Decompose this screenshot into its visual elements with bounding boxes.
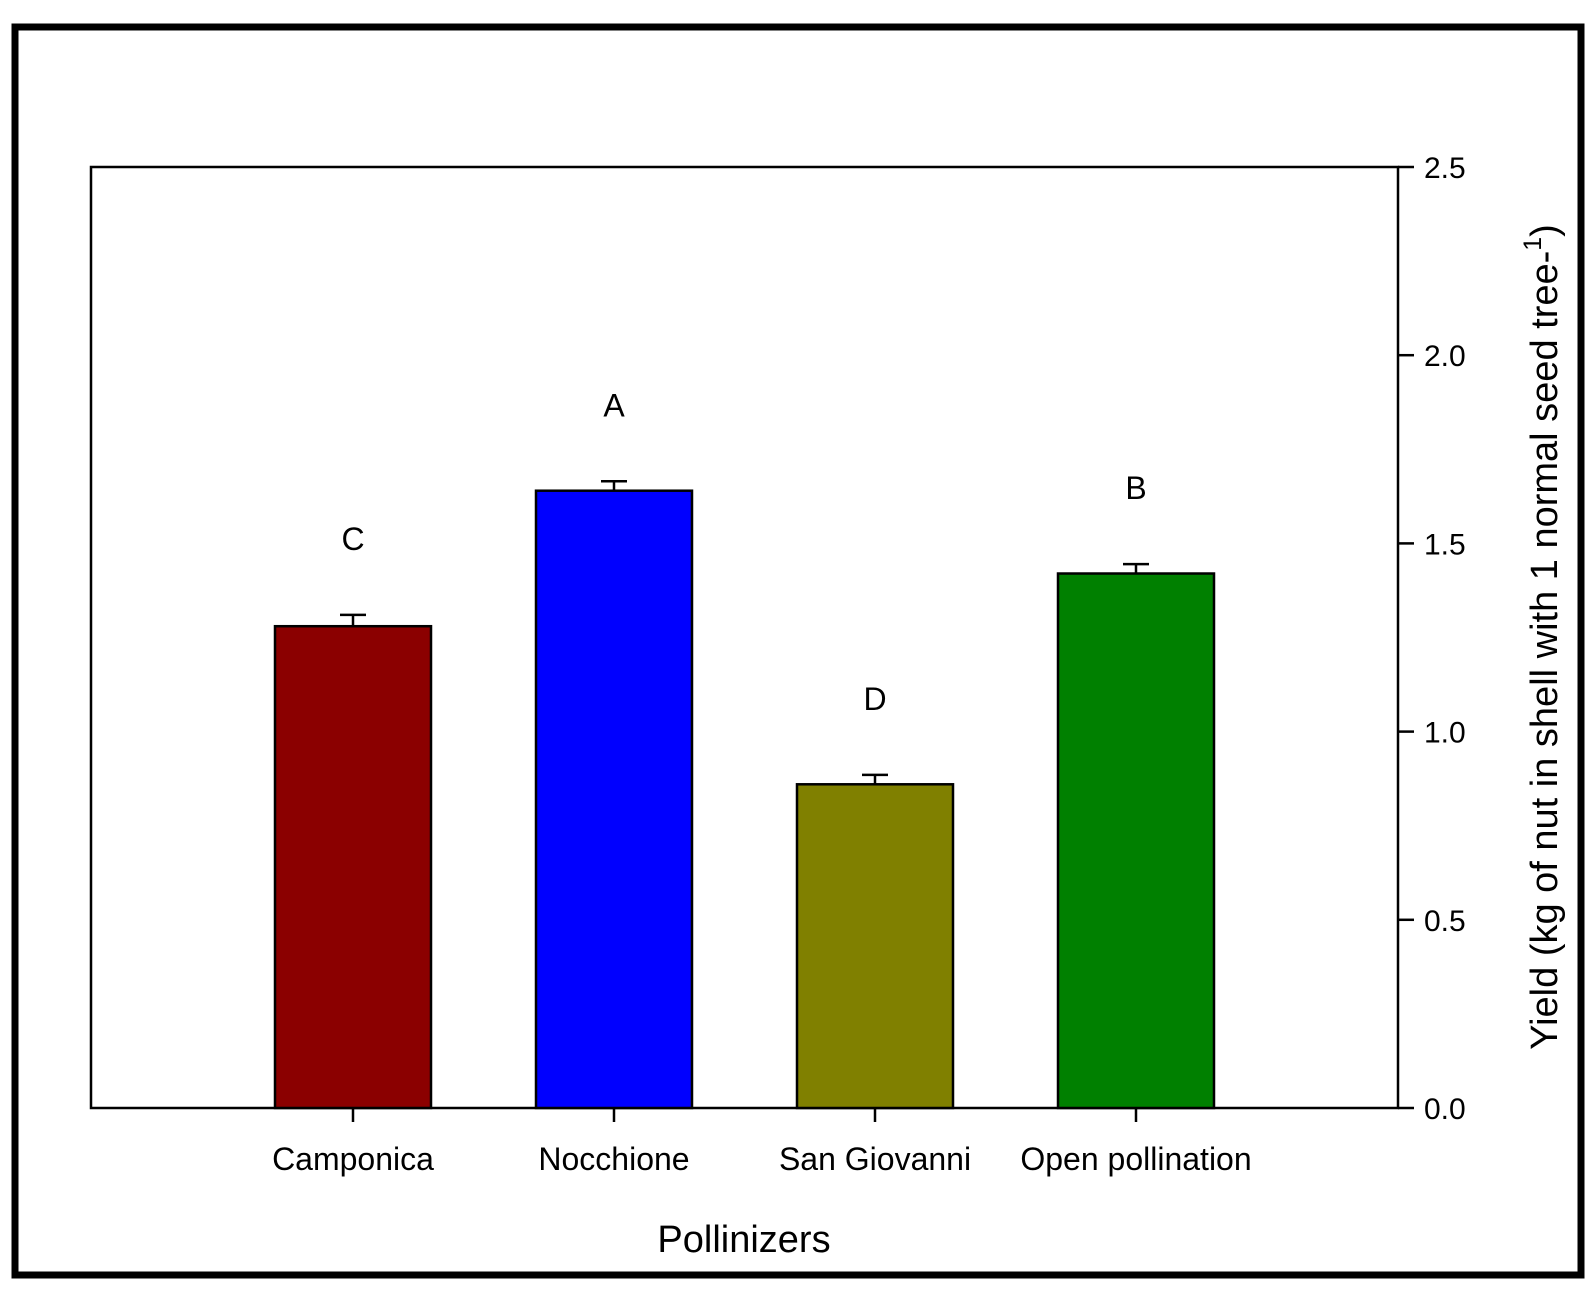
y-tick-label-4: 2.0	[1424, 340, 1466, 373]
x-tick-label-open-pollination: Open pollination	[1020, 1141, 1251, 1177]
y-tick-label-3: 1.5	[1424, 528, 1466, 561]
x-tick-label-nocchione: Nocchione	[538, 1141, 689, 1177]
y-axis-title: Yield (kg of nut in shell with 1 normal …	[1519, 224, 1566, 1050]
bar-san-giovanni	[795, 783, 955, 1110]
bar-open-pollination	[1056, 572, 1216, 1110]
significance-letter-nocchione: A	[603, 387, 625, 423]
y-axis-title-close: )	[1524, 224, 1566, 237]
y-tick-label-5: 2.5	[1424, 152, 1466, 185]
y-axis-ticks: 0.0 0.5 1.0 1.5 2.0 2.5	[1398, 152, 1466, 1126]
significance-letter-camponica: C	[341, 521, 364, 557]
significance-letter-san-giovanni: D	[863, 681, 886, 717]
x-tick-label-san-giovanni: San Giovanni	[779, 1141, 971, 1177]
bar-camponica	[273, 624, 433, 1110]
x-axis-title: Pollinizers	[657, 1219, 830, 1261]
error-bars-layer	[340, 480, 1149, 785]
y-tick-label-0: 0.0	[1424, 1093, 1466, 1126]
x-axis-ticks: Camponica Nocchione San Giovanni Open polli…	[272, 1108, 1252, 1177]
significance-letter-open-pollination: B	[1125, 470, 1146, 506]
y-tick-label-2: 1.0	[1424, 717, 1466, 750]
y-axis-title-superscript: 1	[1519, 237, 1547, 251]
significance-letters-layer: C A D B	[341, 387, 1146, 717]
y-axis-title-main: Yield (kg of nut in shell with 1 normal …	[1524, 251, 1566, 1050]
bar-nocchione	[534, 489, 694, 1110]
plot-area	[89, 165, 1400, 1110]
x-tick-label-camponica: Camponica	[272, 1141, 434, 1177]
y-tick-label-1: 0.5	[1424, 905, 1466, 938]
